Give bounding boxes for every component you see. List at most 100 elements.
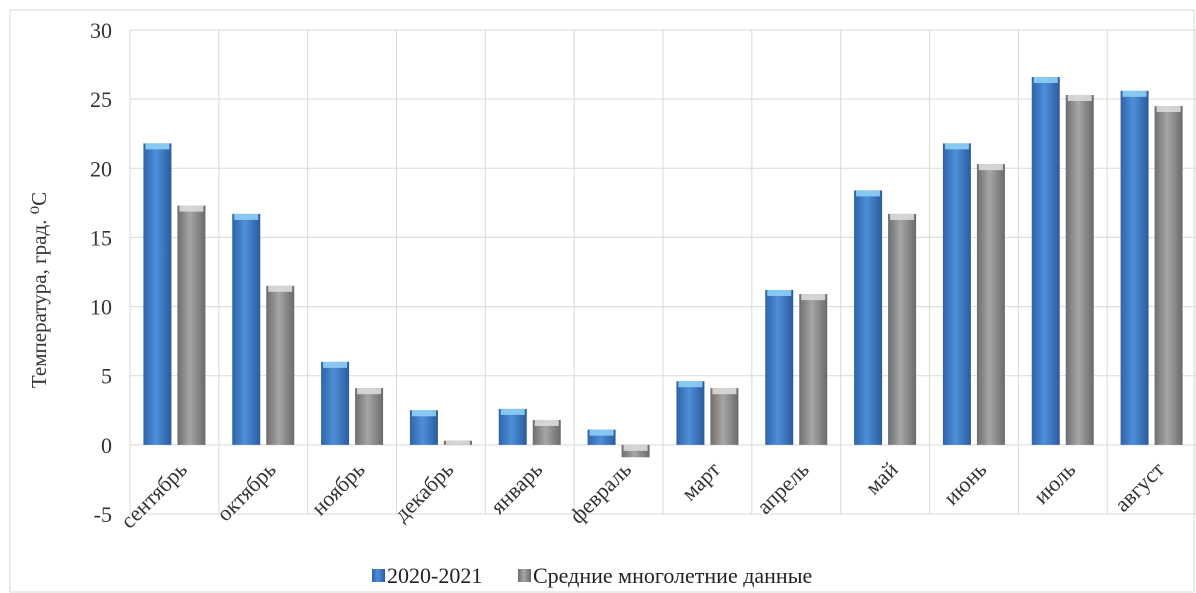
legend-item-series-2: Средние многолетние данные [518,563,812,588]
x-tick-label: август [1109,456,1169,516]
bar-body [676,381,705,445]
x-tick-label: ноябрь [306,457,369,520]
legend-item-series-1: 2020-2021 [372,563,482,588]
bar-highlight [500,408,525,415]
x-axis-ticks: сентябрь октябрь ноябрь декабрь январь феврал… [115,456,1169,533]
bar-series-2 [1065,94,1094,445]
bar-body [765,289,794,445]
bar-series-1 [321,361,350,445]
bar-series-1 [498,408,527,445]
x-tick-label: январь [485,457,547,519]
bar-body [1031,77,1060,445]
bar-series-2 [1154,106,1183,445]
bar-series-2 [177,205,206,445]
bars [143,77,1183,458]
grid-lines [129,29,1196,515]
bar-body [266,285,295,445]
bar-series-1 [765,289,794,445]
bar-highlight [623,444,648,451]
x-tick-label: май [860,457,903,500]
x-tick-label: апрель [752,457,814,519]
bar-series-2 [710,388,739,445]
bar-highlight [978,164,1003,171]
legend-swatch-series-1 [372,569,385,582]
y-axis-label: Температура, град. ⁰С [27,192,51,388]
bar-series-1 [854,190,883,445]
bar-series-2 [443,440,472,445]
bar-highlight [534,419,559,426]
bar-body [710,388,739,445]
legend-label-series-1: 2020-2021 [387,563,482,588]
bar-series-2 [621,444,650,458]
bar-body [355,388,384,445]
bar-series-2 [266,285,295,445]
bar-body [888,213,917,445]
bar-highlight [323,361,348,368]
bar-highlight [801,294,826,301]
bar-series-2 [799,294,828,445]
bar-highlight [1067,94,1092,101]
x-tick-label: октябрь [211,457,280,526]
bar-body [143,143,172,445]
bar-highlight [268,285,293,292]
y-tick-label: 0 [101,433,112,458]
x-tick-label: сентябрь [115,457,192,534]
bar-highlight [1122,90,1147,97]
bar-highlight [411,410,436,417]
bar-body [942,143,971,445]
bar-highlight [944,143,969,150]
y-axis-ticks: -5 0 5 10 15 20 25 30 [90,18,112,527]
bar-body [854,190,883,445]
bar-body [1065,94,1094,445]
x-tick-label: июль [1028,457,1080,509]
bar-highlight [145,143,170,150]
bar-highlight [856,190,881,197]
x-tick-label: декабрь [389,457,459,527]
legend-label-series-2: Средние многолетние данные [533,563,812,588]
y-tick-label: -5 [94,502,112,527]
x-tick-label: февраль [564,457,636,529]
bar-highlight [712,388,737,395]
bar-series-2 [976,164,1005,445]
bar-highlight [678,381,703,388]
bar-series-1 [1120,90,1149,445]
bar-body [976,164,1005,445]
bar-series-2 [532,419,561,445]
bar-highlight [234,213,259,220]
bar-body [321,361,350,445]
bar-series-1 [143,143,172,445]
y-tick-label: 15 [90,225,112,250]
bar-highlight [357,388,382,395]
y-tick-label: 25 [90,87,112,112]
bar-body [799,294,828,445]
bar-series-1 [942,143,971,445]
bar-body [1154,106,1183,445]
bar-highlight [890,213,915,220]
chart-border [9,9,1195,593]
bar-highlight [767,289,792,296]
y-tick-label: 5 [101,364,112,389]
bar-series-2 [355,388,384,445]
bar-series-1 [587,429,616,445]
bar-series-1 [1031,77,1060,445]
bar-body [232,213,261,445]
y-tick-label: 20 [90,156,112,181]
bar-body [177,205,206,445]
bar-series-2 [888,213,917,445]
y-tick-label: 10 [90,295,112,320]
bar-highlight [1033,77,1058,84]
y-tick-label: 30 [90,18,112,43]
bar-highlight [445,440,470,445]
bar-series-1 [409,410,438,445]
x-tick-label: март [676,456,725,505]
bar-highlight [589,429,614,436]
bar-highlight [179,205,204,212]
bar-series-1 [676,381,705,445]
bar-series-1 [232,213,261,445]
bar-body [1120,90,1149,445]
legend-swatch-series-2 [518,569,531,582]
legend: 2020-2021 Средние многолетние данные [372,563,812,588]
x-tick-label: июнь [938,457,991,510]
bar-highlight [1156,106,1181,113]
